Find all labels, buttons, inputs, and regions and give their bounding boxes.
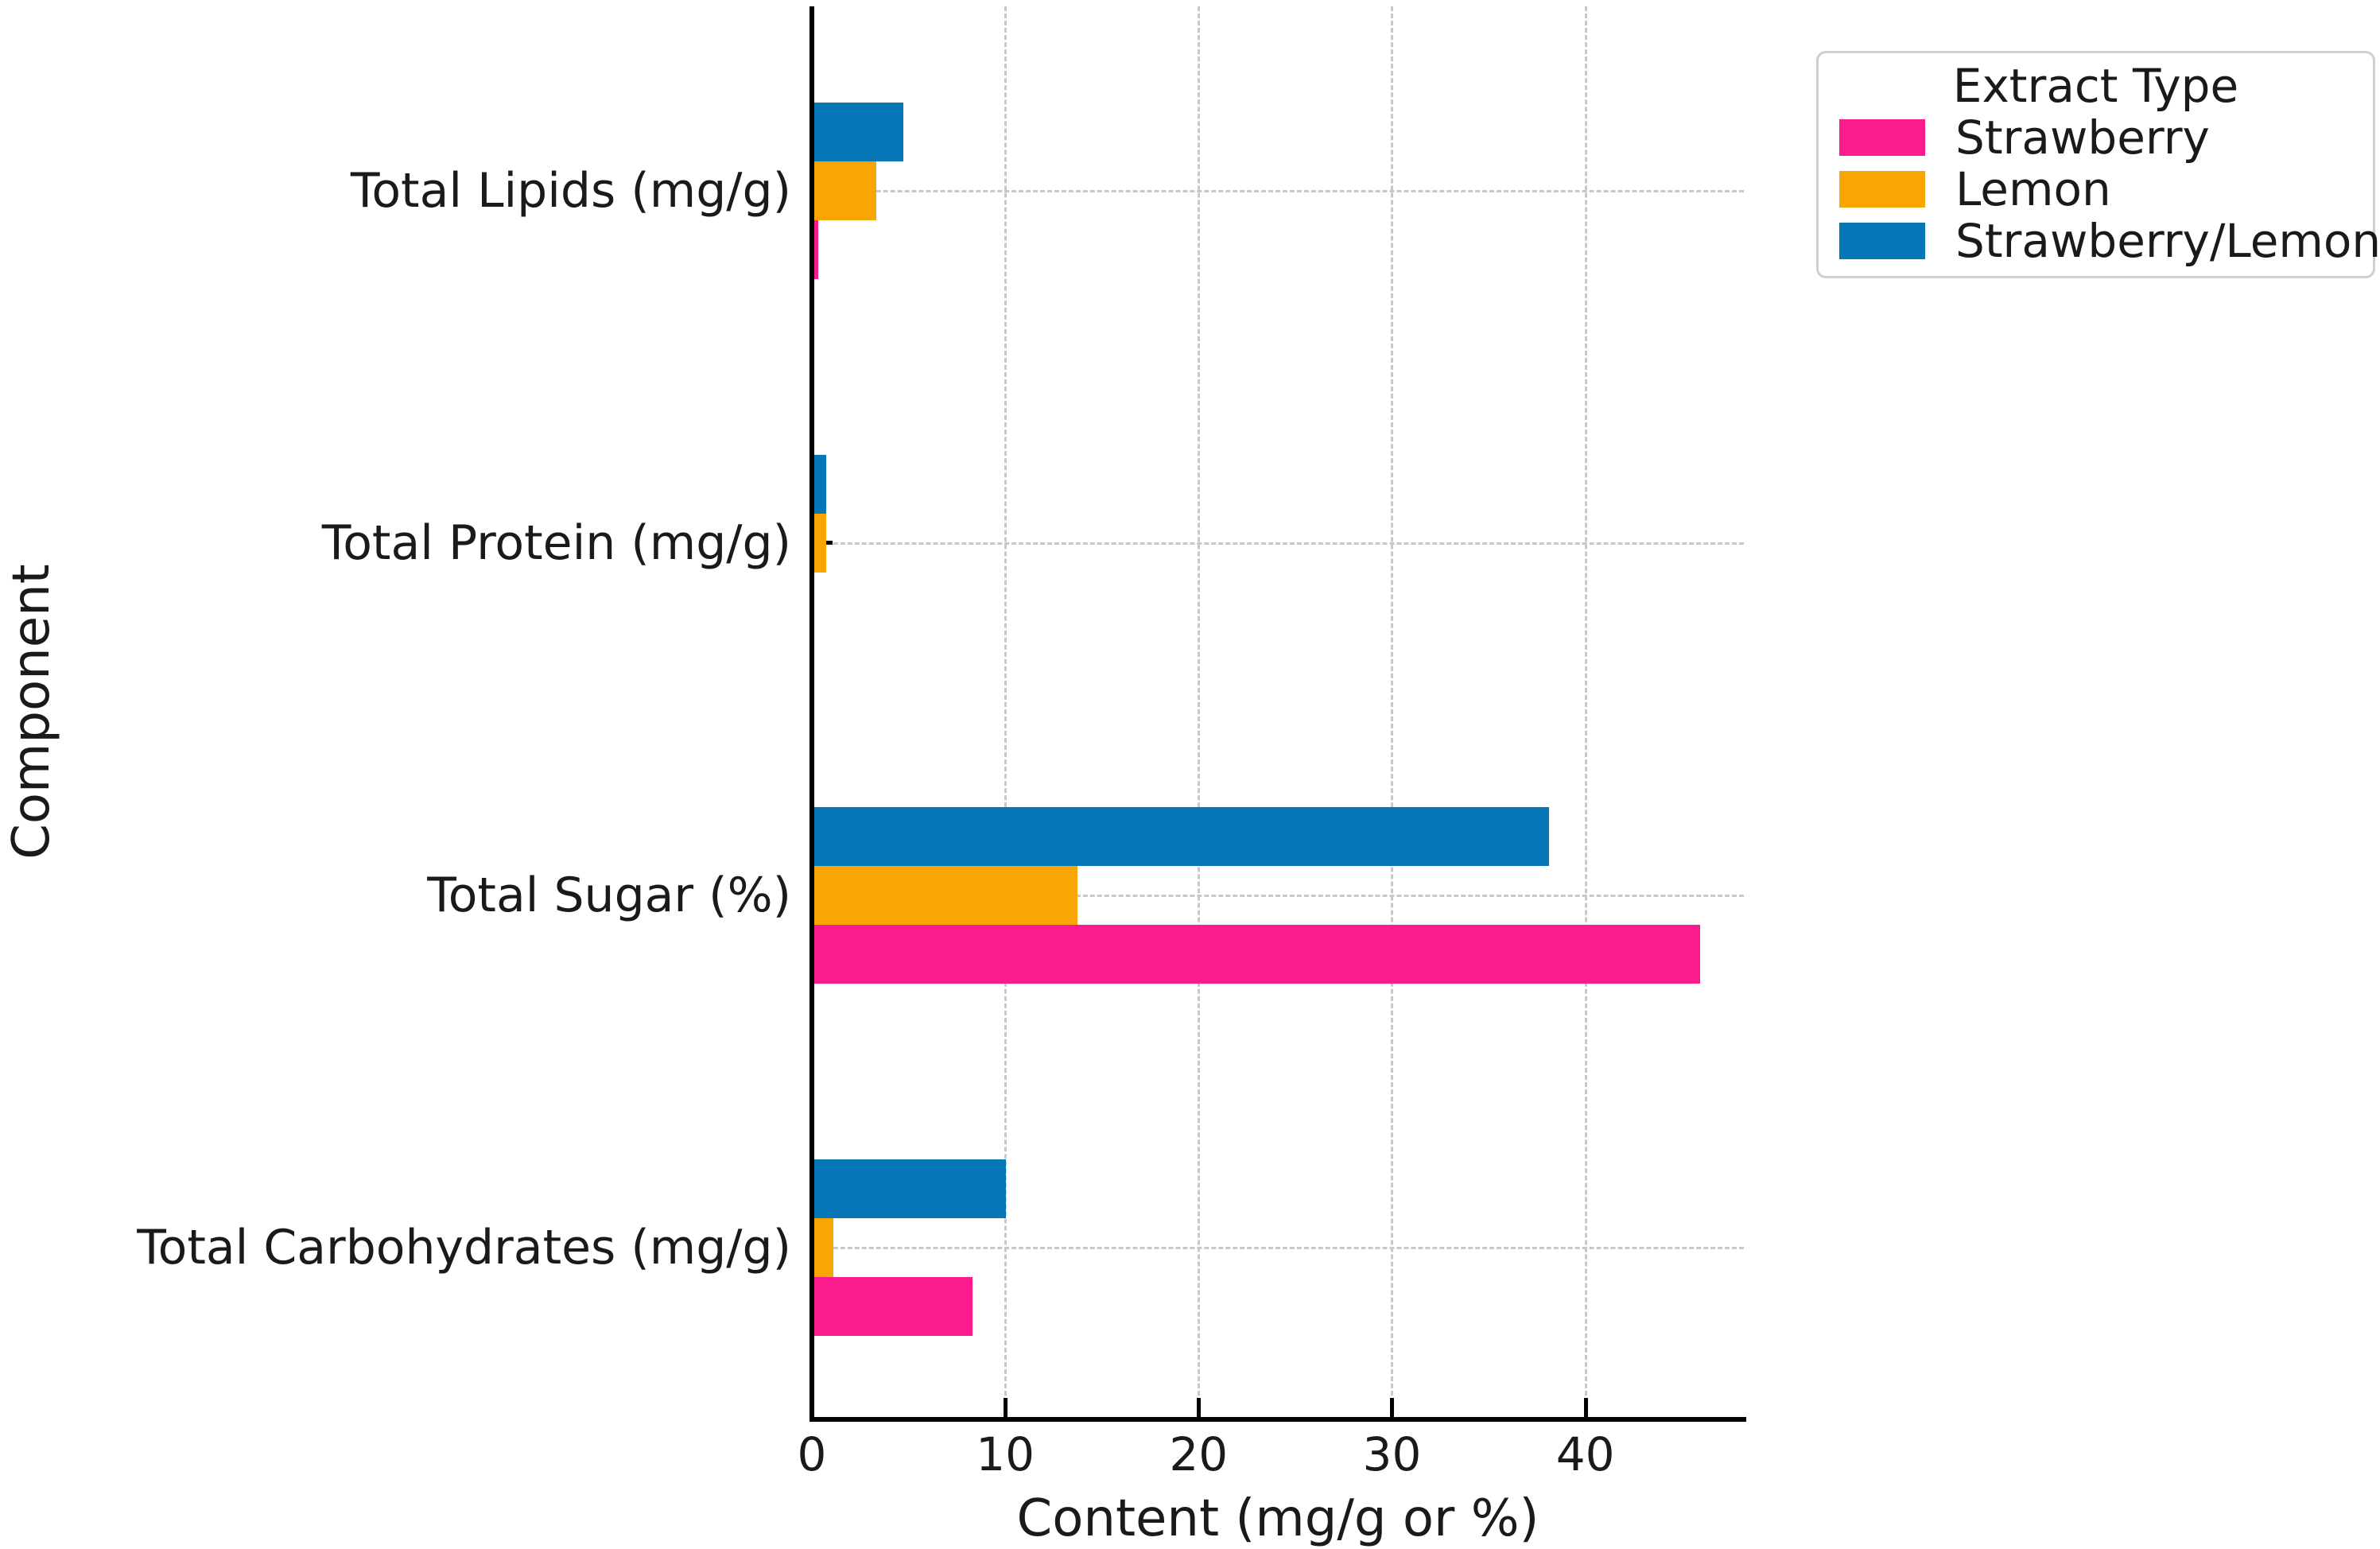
x-tick-30 — [1390, 1398, 1395, 1417]
x-axis-spine — [810, 1417, 1746, 1422]
legend-swatch-lemon — [1839, 170, 1925, 208]
legend: Extract Type Strawberry Lemon Strawberry/L… — [1816, 51, 2380, 278]
x-tick-40 — [1583, 1398, 1588, 1417]
y-axis-label: Component — [2, 564, 61, 860]
bar-lemon-total-sugar — [814, 866, 1077, 925]
x-tick-10 — [1004, 1398, 1008, 1417]
y-category-label-total-carbohydrates-mg-g: Total Carbohydrates (mg/g) — [137, 1220, 791, 1275]
bar-strawberry-total-carbohydrates-mg-g — [814, 1276, 973, 1336]
x-gridline-30 — [1391, 6, 1394, 1417]
legend-swatch-strawberry — [1839, 118, 1925, 156]
legend-item-label: Strawberry/Lemon — [1955, 213, 2380, 268]
y-axis-spine — [810, 6, 814, 1422]
y-gridline-total-carbohydrates-mg-g — [812, 1247, 1744, 1249]
bar-lemon-total-lipids-mg-g — [814, 161, 876, 220]
bar-strawberry-lemon-total-protein-mg-g — [814, 455, 826, 514]
y-gridline-total-lipids-mg-g — [812, 190, 1744, 192]
bar-lemon-total-protein-mg-g — [814, 514, 826, 573]
legend-item-label: Lemon — [1955, 161, 2111, 216]
y-gridline-total-protein-mg-g — [812, 542, 1744, 545]
x-axis-label: Content (mg/g or %) — [1016, 1489, 1539, 1548]
legend-item-strawberry: Strawberry — [1827, 115, 2365, 161]
y-gridline-total-sugar — [812, 895, 1744, 897]
legend-swatch-strawberry-lemon — [1839, 222, 1925, 259]
y-category-label-total-lipids-mg-g: Total Lipids (mg/g) — [350, 163, 791, 219]
bar-strawberry-lemon-total-sugar — [814, 807, 1549, 867]
bar-lemon-total-carbohydrates-mg-g — [814, 1218, 834, 1277]
x-tick-label-20: 20 — [1169, 1427, 1229, 1481]
x-tick-label-10: 10 — [976, 1427, 1035, 1481]
legend-item-lemon: Lemon — [1827, 166, 2365, 212]
bar-strawberry-total-sugar — [814, 924, 1700, 984]
bar-strawberry-total-lipids-mg-g — [814, 219, 818, 279]
x-tick-label-40: 40 — [1555, 1427, 1615, 1481]
x-tick-label-30: 30 — [1362, 1427, 1422, 1481]
y-category-label-total-protein-mg-g: Total Protein (mg/g) — [321, 515, 791, 571]
x-tick-label-0: 0 — [797, 1427, 827, 1481]
x-tick-20 — [1197, 1398, 1202, 1417]
legend-title: Extract Type — [1952, 58, 2239, 113]
x-gridline-40 — [1584, 6, 1587, 1417]
legend-item-label: Strawberry — [1955, 110, 2210, 165]
y-category-label-total-sugar: Total Sugar (%) — [427, 868, 791, 923]
legend-item-strawberry-lemon: Strawberry/Lemon — [1827, 218, 2380, 264]
x-gridline-10 — [1004, 6, 1008, 1417]
x-gridline-20 — [1198, 6, 1201, 1417]
bar-strawberry-lemon-total-carbohydrates-mg-g — [814, 1159, 1006, 1219]
bar-strawberry-lemon-total-lipids-mg-g — [814, 103, 903, 162]
